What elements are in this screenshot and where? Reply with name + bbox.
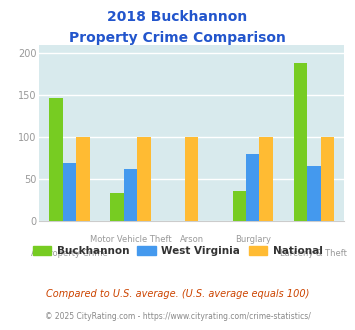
Bar [294,63,307,221]
Bar [246,154,260,221]
Bar [321,137,334,221]
Bar [233,191,246,221]
Bar [49,98,63,221]
Text: Burglary: Burglary [235,235,271,244]
Text: Motor Vehicle Theft: Motor Vehicle Theft [90,235,171,244]
Bar [185,137,198,221]
Bar [76,137,90,221]
Text: Arson: Arson [180,235,204,244]
Text: Property Crime Comparison: Property Crime Comparison [69,31,286,45]
Bar [110,193,124,221]
Bar [307,166,321,221]
Text: © 2025 CityRating.com - https://www.cityrating.com/crime-statistics/: © 2025 CityRating.com - https://www.city… [45,312,310,321]
Bar [137,137,151,221]
Legend: Buckhannon, West Virginia, National: Buckhannon, West Virginia, National [28,242,327,260]
Bar [124,169,137,221]
Text: 2018 Buckhannon: 2018 Buckhannon [107,10,248,24]
Bar [63,163,76,221]
Text: All Property Crime: All Property Crime [31,249,108,258]
Bar [260,137,273,221]
Text: Compared to U.S. average. (U.S. average equals 100): Compared to U.S. average. (U.S. average … [46,289,309,299]
Text: Larceny & Theft: Larceny & Theft [280,249,347,258]
